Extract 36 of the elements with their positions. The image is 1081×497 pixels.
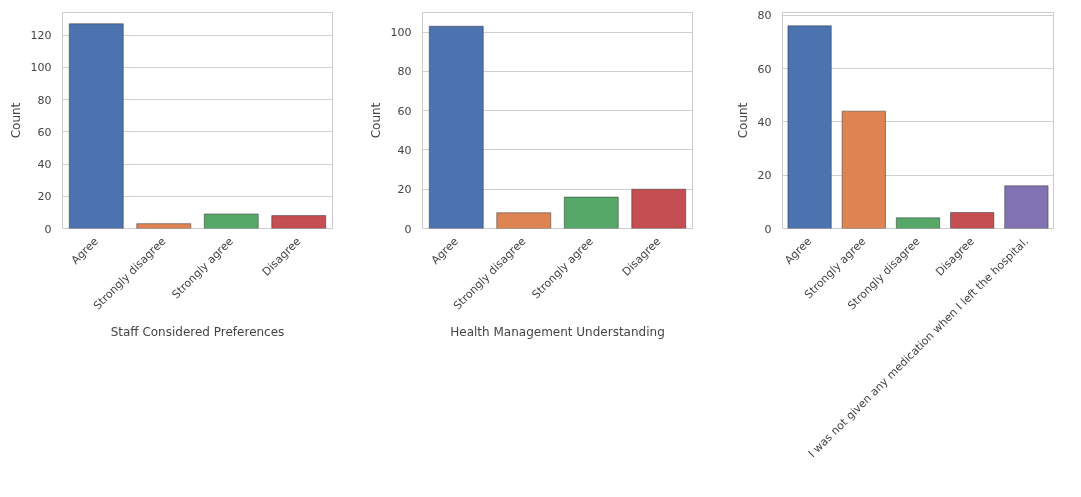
bar [841, 110, 886, 229]
y-axis-title: Count [8, 102, 23, 139]
y-tick-label: 20 [757, 169, 772, 183]
bar [496, 212, 552, 229]
y-tick-label: 0 [44, 222, 52, 236]
y-tick-label: 60 [757, 62, 772, 76]
y-tick-label: 60 [397, 104, 412, 118]
bar [631, 188, 687, 229]
bar [950, 212, 995, 229]
x-axis-title: Staff Considered Preferences [110, 325, 285, 340]
y-tick-label: 0 [404, 222, 412, 236]
bar [787, 25, 832, 229]
y-tick-label: 120 [30, 29, 52, 43]
y-tick-label: 80 [397, 65, 412, 79]
bar [428, 25, 484, 229]
bar [136, 223, 192, 229]
y-tick-label: 20 [37, 190, 52, 204]
y-tick-label: 60 [37, 125, 52, 139]
bar [68, 23, 124, 229]
y-axis-title: Count [368, 102, 383, 139]
x-axis-title: Health Management Understanding [450, 325, 665, 340]
y-tick-label: 100 [30, 61, 52, 75]
bar [203, 213, 259, 229]
bar [563, 196, 619, 229]
bar [271, 215, 327, 229]
y-tick-label: 100 [390, 26, 412, 40]
y-tick-label: 80 [757, 9, 772, 23]
y-axis-title: Count [735, 102, 750, 139]
bar [895, 217, 941, 229]
y-tick-label: 80 [37, 93, 52, 107]
y-tick-label: 20 [397, 183, 412, 197]
y-tick-label: 40 [37, 158, 52, 172]
bar [1004, 185, 1049, 229]
y-tick-label: 40 [397, 143, 412, 157]
y-tick-label: 0 [764, 222, 772, 236]
y-tick-label: 40 [757, 115, 772, 129]
